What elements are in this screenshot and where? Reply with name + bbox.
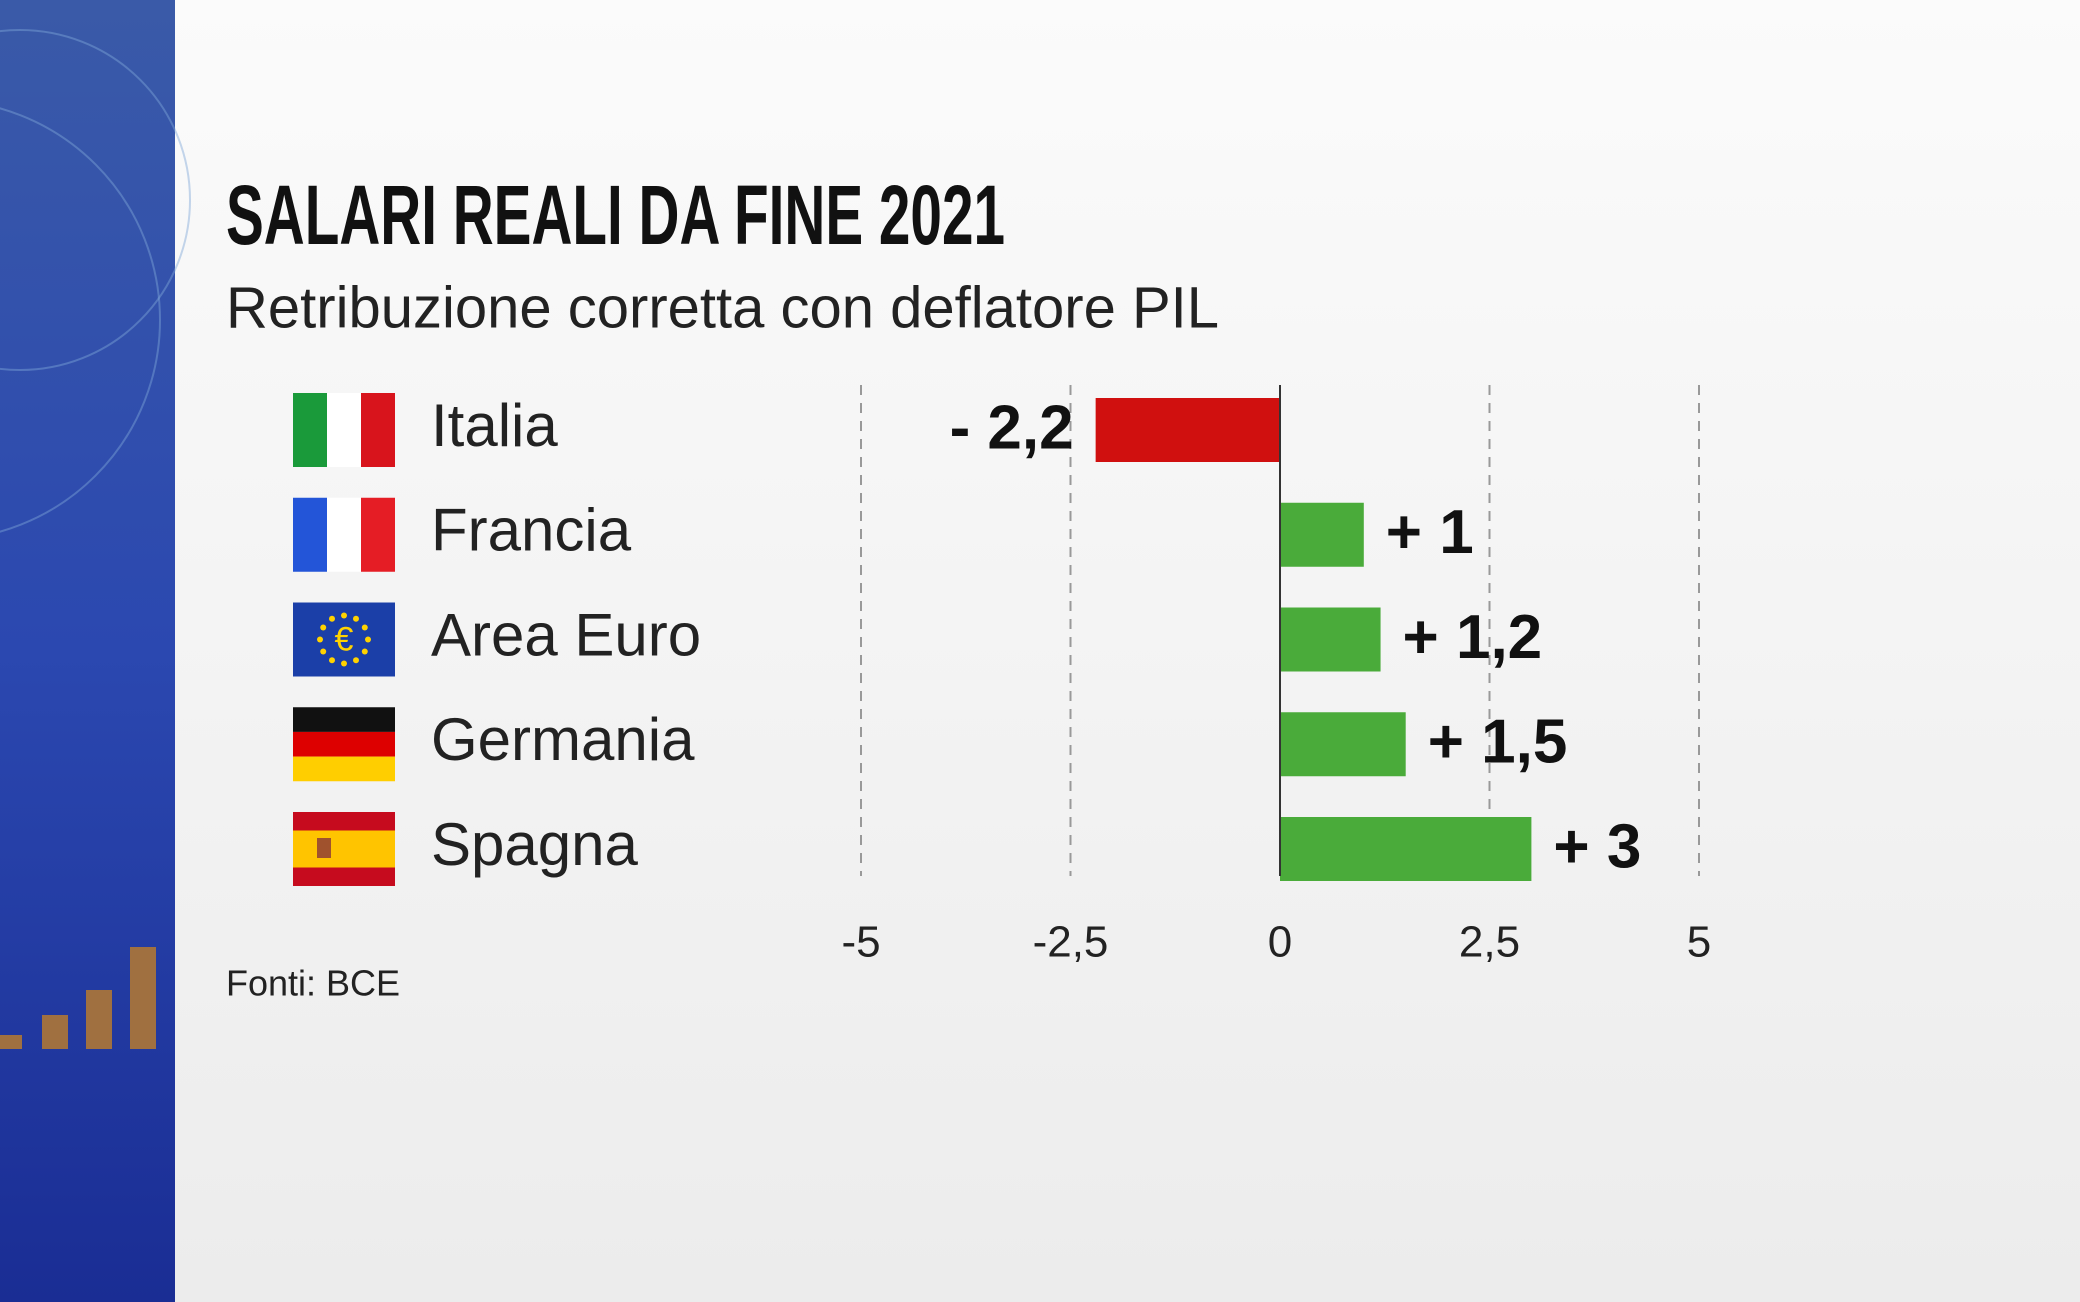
flag-stripe	[361, 393, 395, 467]
chart-subtitle: Retribuzione corretta con deflatore PIL	[226, 275, 1219, 340]
chart-title: SALARI REALI DA FINE 2021	[226, 168, 1005, 262]
flag-stripe	[293, 756, 395, 782]
bar	[1280, 712, 1406, 777]
value-label: - 2,2	[950, 393, 1074, 462]
flag-stripe	[293, 393, 327, 467]
flag-star	[329, 657, 335, 664]
bar	[1280, 817, 1532, 881]
flag-star	[341, 612, 347, 619]
bar	[1280, 607, 1381, 672]
flag-star	[353, 615, 359, 622]
bar	[1280, 502, 1364, 567]
flag-symbol: €	[335, 620, 354, 658]
category-label: Francia	[431, 497, 632, 564]
x-tick-label: -2,5	[1033, 918, 1109, 967]
flag-star	[365, 636, 371, 643]
source-note: Fonti: BCE	[226, 963, 400, 1004]
flag-star	[361, 648, 368, 655]
flag-stripe	[361, 497, 395, 572]
flag-stripe	[327, 497, 361, 572]
flag	[293, 812, 395, 886]
flag	[293, 393, 395, 467]
value-label: + 1	[1386, 498, 1474, 567]
category-label: Germania	[431, 706, 695, 773]
value-label: + 3	[1553, 812, 1641, 881]
value-label: + 1,2	[1403, 603, 1543, 672]
flag-star	[329, 615, 335, 622]
category-label: Area Euro	[431, 601, 701, 668]
flag-emblem	[317, 838, 331, 858]
flag-stripe	[293, 497, 327, 572]
flag-star	[361, 624, 368, 631]
x-tick-label: -5	[841, 918, 880, 967]
category-label: Spagna	[431, 811, 638, 878]
flag-stripe	[327, 393, 361, 467]
flag-star	[317, 636, 323, 643]
side-bars	[0, 947, 156, 1049]
category-label: Italia	[431, 392, 558, 459]
flag	[293, 497, 395, 572]
flag-star	[341, 660, 347, 667]
x-tick-label: 2,5	[1459, 918, 1520, 967]
flag-star	[353, 657, 359, 664]
flag-stripe	[293, 707, 395, 732]
x-tick-label: 5	[1687, 918, 1711, 967]
value-label: + 1,5	[1428, 708, 1568, 777]
flag	[293, 707, 395, 782]
bar	[1095, 398, 1280, 462]
flag-stripe	[293, 830, 395, 868]
side-decoration	[0, 29, 191, 533]
flag: €	[293, 602, 395, 677]
side-panel	[0, 0, 175, 1302]
x-tick-label: 0	[1268, 918, 1292, 967]
flag-stripe	[293, 731, 395, 757]
flag-star	[320, 624, 327, 631]
flag-star	[320, 648, 327, 655]
